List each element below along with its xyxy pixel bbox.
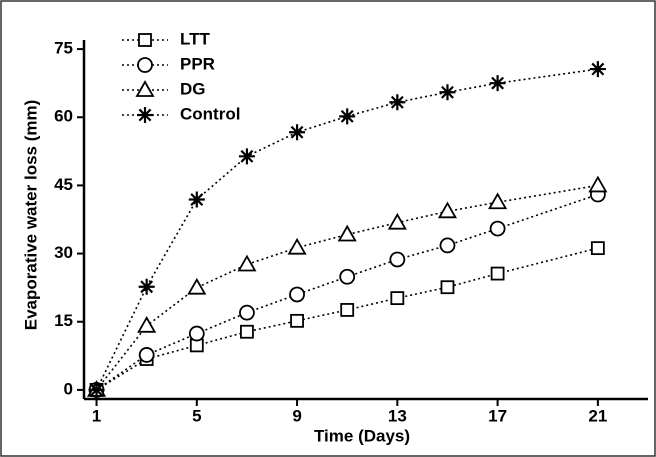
marker (237, 254, 257, 272)
legend-marker (135, 80, 155, 97)
marker (439, 84, 456, 101)
series-line (95, 68, 598, 391)
marker (439, 237, 456, 254)
marker (440, 280, 455, 295)
marker (339, 268, 356, 285)
y-tick-label: 60 (54, 107, 73, 126)
legend-label: Control (180, 104, 240, 123)
x-tick-label: 21 (588, 406, 607, 425)
y-tick-label: 30 (54, 243, 73, 262)
legend-label: PPR (180, 54, 215, 73)
marker (490, 266, 505, 281)
legend-marker (138, 33, 152, 47)
marker (238, 148, 255, 165)
marker (387, 212, 407, 230)
x-tick-label: 17 (488, 406, 507, 425)
marker (389, 94, 406, 111)
legend-label: DG (180, 79, 206, 98)
marker (138, 347, 155, 363)
y-tick-label: 0 (64, 379, 73, 398)
x-tick-label: 13 (388, 406, 407, 425)
marker (138, 278, 155, 295)
marker (287, 237, 307, 255)
y-tick-label: 45 (54, 175, 73, 194)
marker (489, 75, 506, 92)
x-tick-label: 1 (92, 406, 101, 425)
legend-label: LTT (180, 29, 211, 48)
marker (390, 291, 405, 306)
marker (339, 108, 356, 125)
marker (289, 286, 305, 303)
marker (337, 224, 357, 242)
marker (340, 303, 355, 317)
marker (289, 124, 306, 141)
y-axis-label: Evaporative water loss (mm) (21, 100, 40, 331)
marker (239, 304, 255, 321)
y-tick-label: 15 (54, 311, 73, 330)
marker (489, 220, 506, 237)
marker (187, 277, 207, 295)
marker (188, 191, 205, 208)
x-axis-label: Time (Days) (314, 426, 410, 445)
marker (188, 325, 205, 342)
marker (88, 381, 105, 398)
x-tick-label: 5 (192, 406, 201, 425)
legend-marker (137, 107, 153, 123)
x-tick-label: 9 (292, 406, 301, 425)
marker (590, 241, 605, 256)
marker (389, 251, 406, 268)
marker (589, 61, 606, 78)
marker (588, 175, 608, 193)
marker (437, 201, 458, 219)
marker (137, 316, 157, 333)
legend-marker (137, 57, 153, 73)
marker (488, 192, 508, 210)
marker (240, 324, 254, 339)
y-tick-label: 75 (54, 39, 73, 58)
marker (290, 313, 304, 328)
